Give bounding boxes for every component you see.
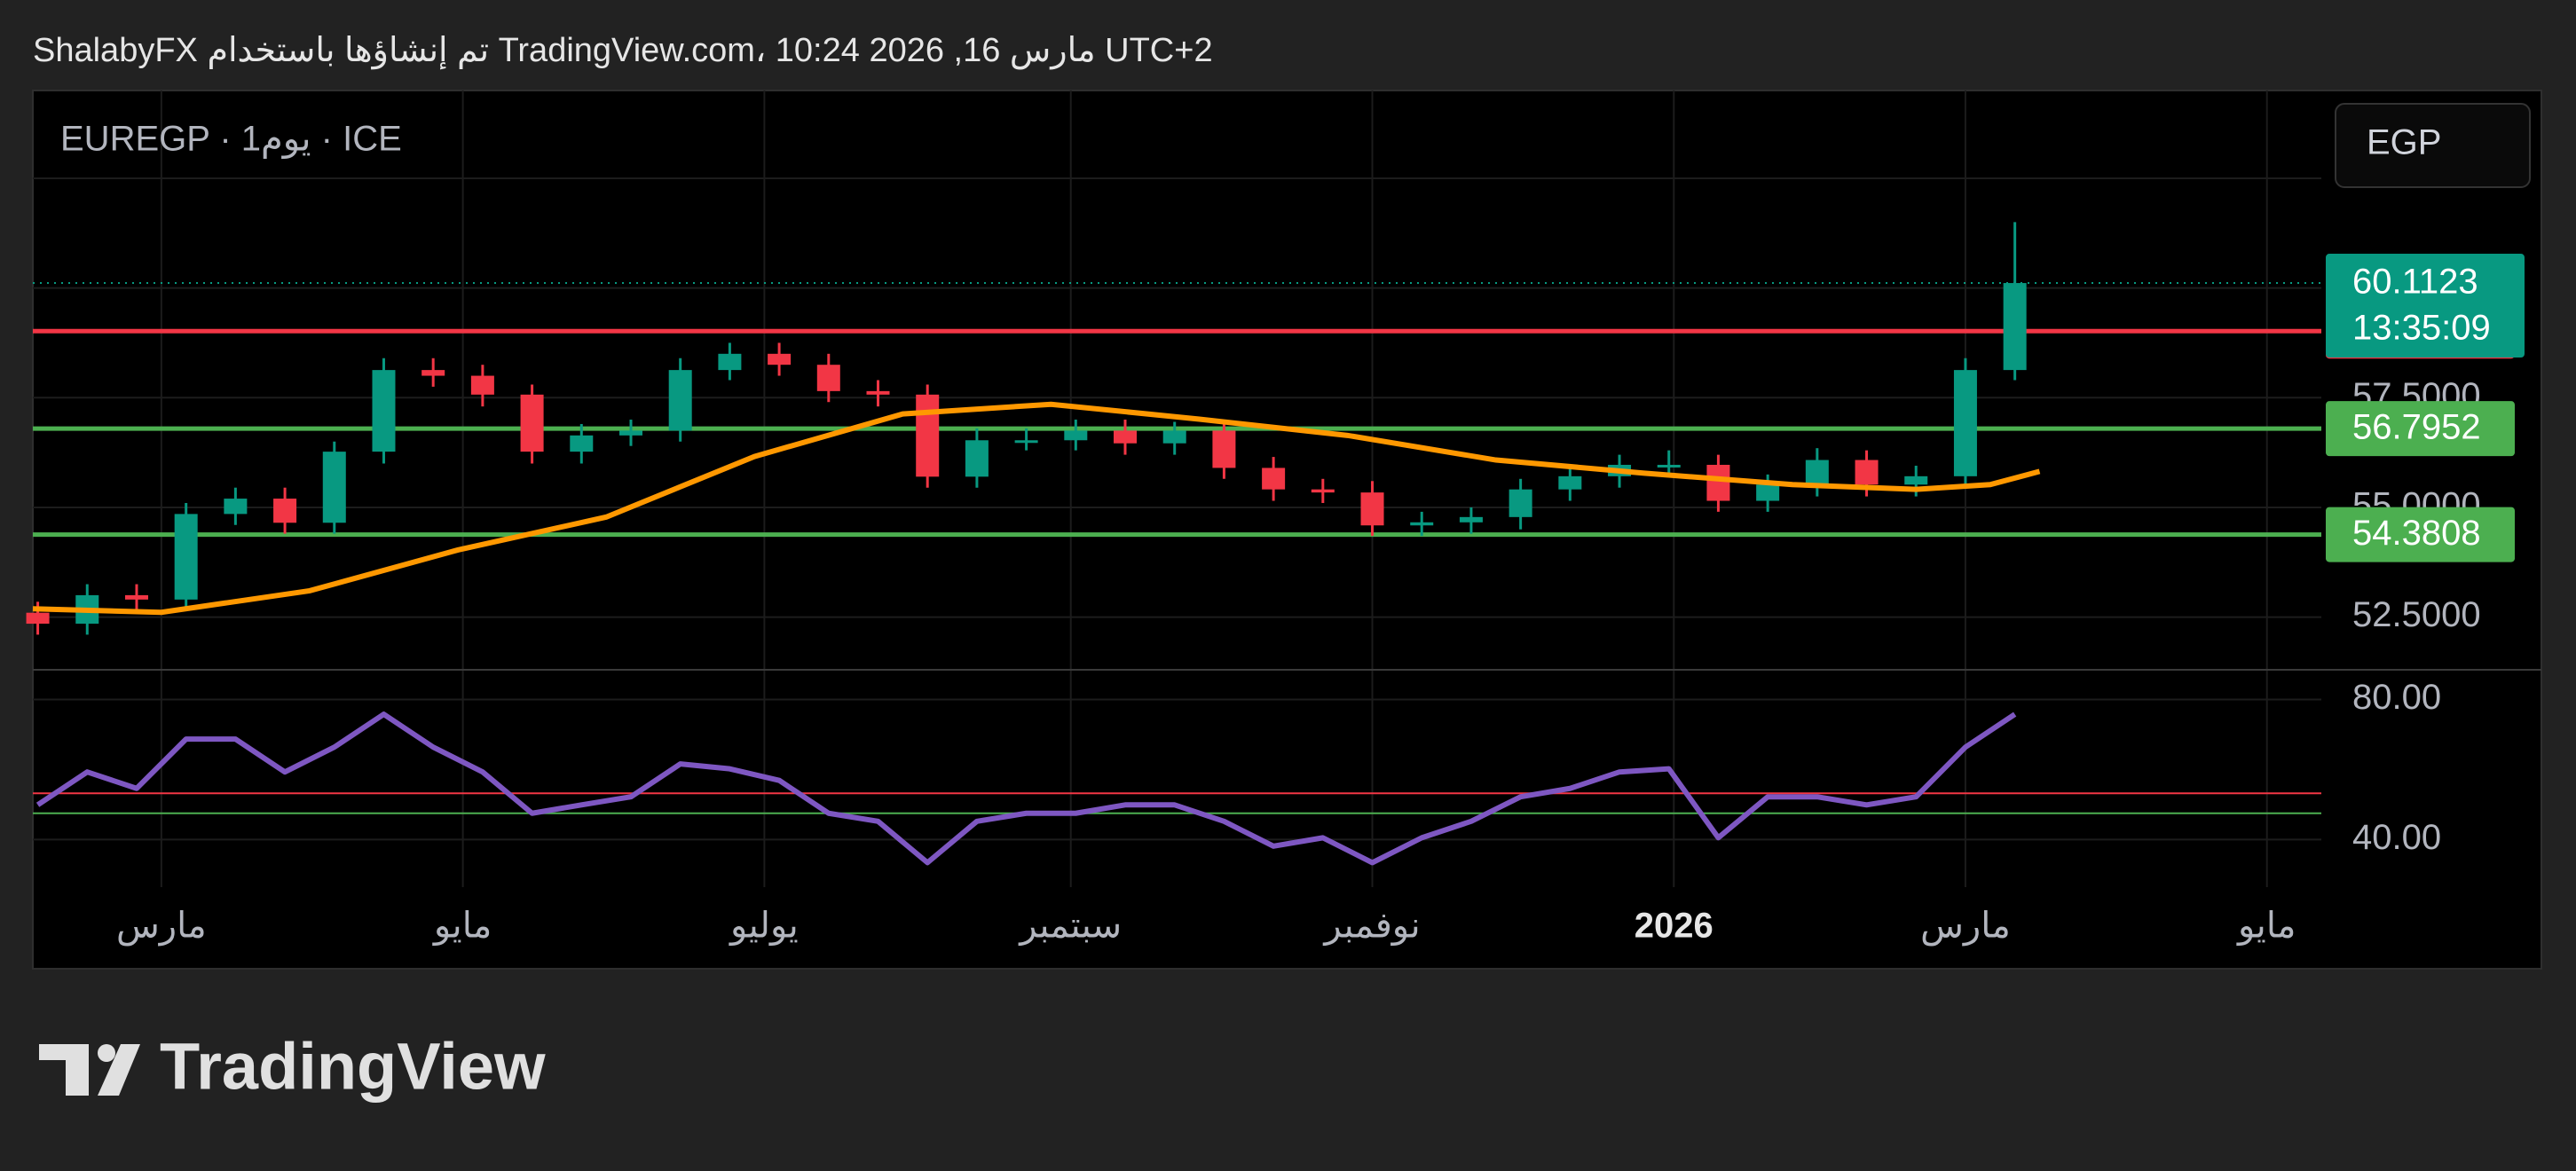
y-tick-label: 52.5000 (2352, 595, 2481, 634)
candle-body (816, 365, 840, 391)
candle-body (1114, 430, 1138, 444)
candle-body (1558, 475, 1582, 490)
logo-icon (98, 1044, 140, 1096)
x-tick-label: مارس (116, 907, 207, 947)
candle-body (570, 435, 594, 452)
last-price: 60.1123 (2352, 263, 2478, 302)
candle-body (1311, 489, 1335, 493)
candle-body (1212, 430, 1236, 468)
candle-body (1805, 460, 1829, 485)
rsi-line (35, 711, 2017, 866)
header: ShalabyFX تم إنشاؤها باستخدام TradingVie… (33, 32, 1213, 70)
candle-body (1904, 475, 1928, 485)
candle-body (1509, 489, 1532, 517)
symbol: EUREGP · 1يوم · ICE (60, 120, 402, 160)
last-price-box (2326, 254, 2525, 358)
candle-body (1459, 516, 1483, 523)
chart-panel (32, 90, 2542, 970)
currency[interactable]: EGP (2367, 123, 2441, 162)
candle-body (1262, 468, 1286, 490)
candle-body (668, 370, 692, 431)
candle-body (1410, 522, 1434, 526)
candle-body (1657, 464, 1681, 468)
candle-body (520, 394, 544, 452)
x-tick-label: سبتمبر (1018, 907, 1122, 947)
countdown: 13:35:09 (2352, 309, 2491, 348)
candle-body (372, 370, 396, 452)
candle-body (421, 370, 445, 376)
candle-body (718, 353, 742, 371)
candle-body (322, 452, 346, 523)
price-label-box (2326, 401, 2515, 457)
plot: مارس مايو يوليو سبتمبر نوفمبر 2026 مارس مايو 52.… (26, 90, 2541, 947)
candle-body (124, 594, 148, 600)
x-tick-label: يوليو (729, 907, 799, 947)
candle-body (174, 514, 198, 600)
candle-body (1756, 484, 1780, 501)
logo: TradingView (39, 1030, 546, 1104)
moving-average (32, 401, 2041, 616)
candle-body (470, 375, 494, 395)
candle-body (618, 430, 642, 436)
price-label-box (2326, 507, 2515, 562)
x-tick-label: مايو (432, 907, 492, 947)
candle-body (1855, 460, 1879, 485)
candle-body (1706, 464, 1730, 501)
candle-body (1064, 430, 1088, 441)
y-tick-label: 40.00 (2352, 818, 2441, 857)
x-tick-label: مارس (1920, 907, 2011, 947)
candle-body (1014, 440, 1038, 444)
candle-body (224, 499, 248, 515)
price-label: 54.3808 (2352, 514, 2481, 553)
logo-icon (66, 1044, 89, 1096)
x-tick-label: 2026 (1635, 907, 1713, 946)
candle-body (1360, 492, 1384, 526)
candle-body (916, 394, 940, 477)
candle-body (768, 353, 792, 365)
candle-body (2003, 283, 2027, 371)
candle-body (273, 499, 297, 523)
price-label: 56.7952 (2352, 408, 2481, 447)
candle-body (1953, 370, 1977, 476)
currency-button[interactable] (2335, 103, 2531, 188)
candle-body (866, 390, 890, 395)
x-tick-label: نوفمبر (1322, 907, 1420, 947)
candle-body (965, 440, 989, 477)
logo-text: TradingView (160, 1030, 546, 1104)
x-tick-label: مايو (2236, 907, 2296, 947)
logo-icon (98, 1044, 115, 1062)
y-tick-label: 80.00 (2352, 678, 2441, 717)
candle-body (26, 612, 50, 625)
candle-body (1162, 430, 1186, 444)
